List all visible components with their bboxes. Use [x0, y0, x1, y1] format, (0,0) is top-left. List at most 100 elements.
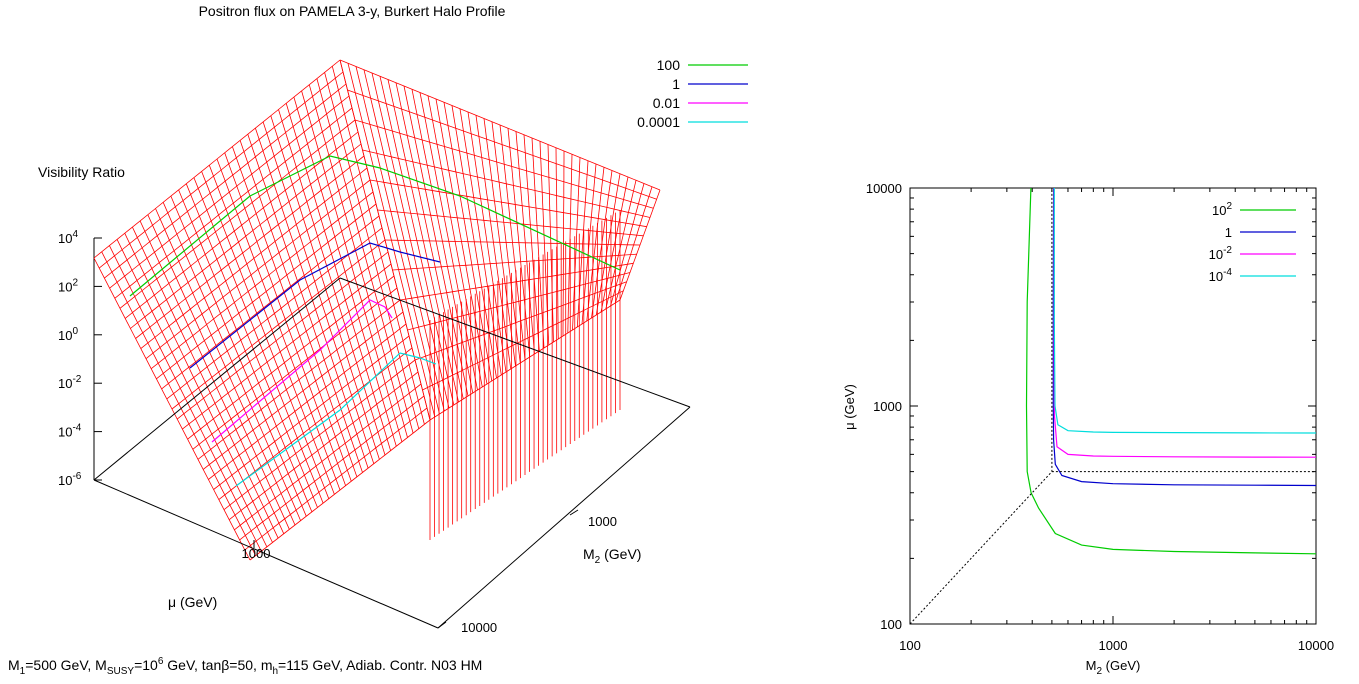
- y-axis-label-unit: (GeV): [600, 546, 641, 562]
- mesh-line: [422, 290, 624, 391]
- y-tick-label: 10000: [866, 181, 902, 196]
- surface-legend: 100 1 0.01 0.0001: [637, 57, 748, 130]
- z-tick-base: 10: [58, 376, 72, 391]
- x-tick-label: 1000: [1099, 638, 1128, 653]
- z-tick-exp: -6: [72, 471, 81, 482]
- x-tick-label: 10000: [1298, 638, 1334, 653]
- boundary-dotted-line: [909, 188, 1053, 625]
- mesh-line: [192, 287, 398, 450]
- base-back-right-edge: [339, 277, 691, 408]
- contour-axis-ticks: 100 100 1000 1000 10000 10000: [866, 181, 1334, 653]
- mesh-line: [377, 209, 644, 237]
- caption-rest1: GeV, tanβ=50, m: [163, 657, 272, 673]
- legend-label: 0.01: [653, 95, 680, 111]
- mesh-line: [124, 131, 359, 319]
- caption-m1: M: [8, 657, 20, 673]
- mesh-line: [239, 395, 425, 541]
- mesh-line: [98, 71, 344, 269]
- mesh-line: [369, 179, 647, 228]
- caption-msusy-sub: SUSY: [107, 666, 135, 677]
- surface-contours: [129, 155, 621, 487]
- base-right-edge: [437, 406, 691, 629]
- z-tick-exp: -2: [72, 374, 81, 385]
- surface-mesh: [93, 59, 661, 561]
- mesh-line: [208, 323, 407, 480]
- mesh-line: [114, 107, 353, 299]
- contour-x-axis-label-main: M: [1086, 658, 1097, 673]
- contour-legend-label: 102: [1212, 201, 1232, 218]
- mesh-line: [399, 262, 634, 301]
- contour-series-line: [1052, 187, 1317, 487]
- mesh-line: [145, 179, 371, 360]
- z-tick-label: 10-2: [58, 374, 82, 391]
- mesh-line: [234, 383, 422, 531]
- z-tick-exp: 0: [72, 326, 78, 337]
- contour-series-line: [1053, 188, 1317, 458]
- y-tick-label-1000: 1000: [588, 514, 617, 529]
- z-axis-label: Visibility Ratio: [38, 164, 125, 180]
- mesh-line: [213, 335, 410, 490]
- mesh-line: [362, 149, 651, 218]
- mesh-line: [339, 59, 661, 191]
- legend-label: 100: [657, 57, 681, 73]
- caption-msusy-val: =10: [134, 657, 158, 673]
- surface-title: Positron flux on PAMELA 3-y, Burkert Hal…: [199, 3, 506, 19]
- z-tick-exp: -4: [72, 423, 81, 434]
- mesh-line: [166, 227, 383, 400]
- legend-label: 0.0001: [637, 114, 680, 130]
- z-tick-exp: 4: [72, 229, 78, 240]
- caption-rest2: =115 GeV, Adiab. Contr. N03 HM: [278, 657, 482, 673]
- surface-contour-line: [211, 299, 393, 443]
- z-tick-label: 104: [58, 229, 78, 246]
- base-box: [93, 277, 691, 629]
- z-tick-label: 10-4: [58, 423, 82, 440]
- mesh-line: [354, 119, 654, 209]
- contour-legend-base: 10: [1209, 247, 1223, 262]
- mesh-line: [109, 95, 350, 289]
- legend-label: 1: [672, 76, 680, 92]
- mesh-line: [176, 251, 389, 420]
- parameter-caption: M1=500 GeV, MSUSY=106 GeV, tanβ=50, mh=1…: [8, 656, 482, 677]
- mesh-line: [392, 253, 637, 271]
- contour-legend-exp: -4: [1223, 267, 1232, 278]
- x-tick-label: 100: [899, 638, 921, 653]
- mesh-line: [104, 83, 347, 279]
- y-tick-label: 100: [880, 617, 902, 632]
- mesh-line: [347, 89, 657, 200]
- contour-x-axis-label-unit: (GeV): [1102, 658, 1140, 673]
- z-tick-label: 100: [58, 326, 78, 343]
- contour-legend-base: 10: [1209, 269, 1223, 284]
- z-tick-base: 10: [58, 473, 72, 488]
- contour-x-axis-label: M2 (GeV): [1086, 658, 1141, 677]
- contour-lines: [909, 187, 1317, 625]
- mesh-line: [161, 215, 380, 390]
- contour-legend-label: 1: [1225, 225, 1232, 240]
- contour-legend-exp: -2: [1223, 245, 1232, 256]
- mesh-line: [130, 143, 362, 329]
- surface-chart: Positron flux on PAMELA 3-y, Burkert Hal…: [8, 3, 748, 677]
- mesh-line: [244, 407, 428, 551]
- mesh-line: [93, 59, 341, 259]
- y-tick-mark-10000: [437, 621, 447, 629]
- mesh-line: [249, 419, 431, 561]
- mesh-line: [156, 203, 377, 380]
- mesh-line: [119, 119, 356, 309]
- y-axis-label: M2 (GeV): [583, 546, 641, 566]
- y-axis-label-main: M: [583, 546, 595, 562]
- contour-series-line: [1053, 188, 1317, 434]
- x-axis-label: μ (GeV): [168, 594, 217, 610]
- contour-legend-label: 10-4: [1209, 267, 1233, 284]
- z-tick-base: 10: [58, 279, 72, 294]
- contour-series-line: [1025, 187, 1317, 555]
- z-tick-base: 10: [58, 231, 72, 246]
- contour-legend-label: 10-2: [1209, 245, 1233, 262]
- mesh-line: [187, 275, 395, 440]
- contour-legend-base: 1: [1225, 225, 1232, 240]
- surface-contour-line: [189, 242, 441, 369]
- mesh-line: [150, 191, 374, 370]
- x-tick-label: 1000: [242, 546, 271, 561]
- mesh-line: [171, 239, 386, 410]
